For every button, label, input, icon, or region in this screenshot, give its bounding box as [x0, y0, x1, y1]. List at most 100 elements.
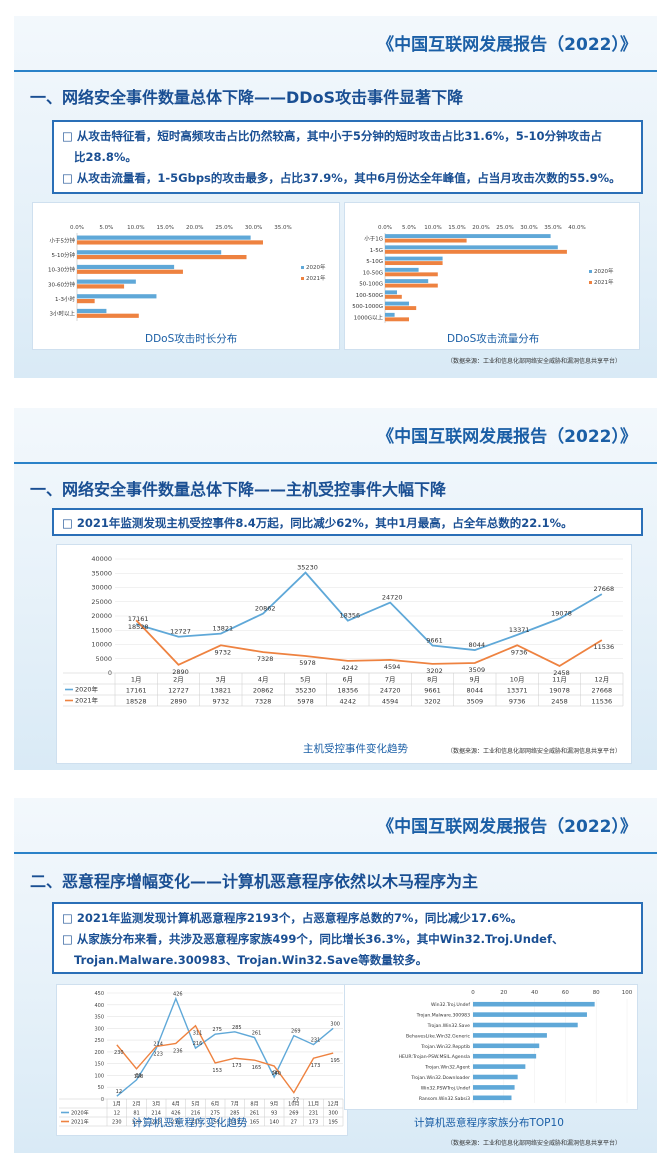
- legend-swatch: [301, 266, 304, 269]
- x-tick-label: 1月: [131, 676, 142, 684]
- data-label: 230: [114, 1050, 124, 1056]
- y-tick-label: 40000: [91, 555, 112, 563]
- table-cell: 231: [309, 1111, 319, 1117]
- table-cell: 12727: [168, 687, 189, 695]
- y-tick-label: Trojan.Win32.Save: [427, 1023, 471, 1029]
- data-label: 5978: [299, 659, 316, 667]
- note-line: □ 2021年监测发现主机受控事件8.4万起，同比减少62%，其中1月最高，占全…: [62, 516, 573, 530]
- bar: [473, 1001, 595, 1007]
- series-line-2021年: [135, 619, 603, 668]
- x-tick-label: 10.0%: [424, 225, 441, 231]
- x-tick-label: 9月: [470, 676, 481, 684]
- table-cell: 300: [328, 1111, 338, 1117]
- data-label: 7328: [257, 655, 274, 663]
- data-label: 311: [193, 1031, 203, 1037]
- y-tick-label: 150: [94, 1062, 104, 1068]
- y-tick-label: 10-30分钟: [48, 266, 75, 274]
- x-tick-label: 3月: [152, 1102, 160, 1108]
- data-label: 214: [153, 1042, 163, 1048]
- y-tick-label: 450: [94, 991, 104, 997]
- table-cell: 18528: [126, 698, 147, 706]
- y-tick-label: 3小时以上: [50, 310, 76, 318]
- chart-malware-family: 0 20 40 60 80 100 Win32.Troj.Undef Trojan.Malwa…: [399, 990, 633, 1103]
- data-label: 3202: [426, 667, 443, 675]
- data-label: 216: [193, 1041, 203, 1047]
- bar-2020年: [385, 279, 429, 284]
- x-tick-label: 8月: [250, 1102, 258, 1108]
- y-tick-label: Ransom.Win32.Sabsi3: [419, 1096, 470, 1102]
- table-cell: 3202: [424, 698, 441, 706]
- data-label: 236: [173, 1048, 183, 1054]
- slide-ddos: 《中国互联网发展报告（2022）》 一、网络安全事件数量总体下降——DDoS攻击…: [14, 16, 657, 378]
- table-cell: 2458: [551, 698, 568, 706]
- note-box: □ 2021年监测发现主机受控事件8.4万起，同比减少62%，其中1月最高，占全…: [52, 508, 643, 536]
- data-label: 13371: [509, 626, 530, 634]
- note-line: □ 2021年监测发现计算机恶意程序2193个，占恶意程序总数的7%，同比减少1…: [62, 911, 523, 925]
- x-tick-label: 1月: [113, 1102, 121, 1108]
- legend-label: 2021年: [75, 696, 99, 705]
- data-label: 18528: [128, 623, 149, 631]
- table-cell: 223: [151, 1120, 161, 1126]
- legend-label: 2021年: [594, 278, 614, 286]
- chart-panel-malware-family: 0 20 40 60 80 100 Win32.Troj.Undef Trojan.Malwa…: [344, 984, 638, 1110]
- x-tick-label: 5月: [300, 676, 311, 684]
- table-cell: 195: [328, 1120, 338, 1126]
- legend-label: 2020年: [306, 263, 326, 271]
- x-tick-label: 4月: [172, 1102, 180, 1108]
- table-cell: 19078: [549, 687, 570, 695]
- data-label: 285: [232, 1025, 242, 1031]
- note-box: □ 2021年监测发现计算机恶意程序2193个，占恶意程序总数的7%，同比减少1…: [52, 902, 643, 974]
- x-tick-label: 5.0%: [402, 225, 416, 231]
- table-cell: 2890: [170, 698, 187, 706]
- x-tick-label: 60: [562, 990, 569, 996]
- table-cell: 12: [114, 1111, 120, 1117]
- report-title: 《中国互联网发展报告（2022）》: [377, 427, 637, 447]
- table-cell: 7328: [255, 698, 272, 706]
- legend-label: 2020年: [594, 267, 614, 275]
- bar: [473, 1085, 515, 1090]
- data-label: 24720: [382, 594, 403, 602]
- report-title: 《中国互联网发展报告（2022）》: [377, 817, 637, 837]
- y-tick-label: Trojan.Win32.Downloader: [410, 1075, 470, 1081]
- x-tick-label: 10月: [510, 676, 525, 684]
- y-tick-label: 30-60分钟: [48, 280, 75, 288]
- data-label: 173: [311, 1063, 321, 1069]
- y-tick-label: 1-5G: [370, 248, 383, 254]
- chart-panel-malware-trend: 0 50 100 150 200 250 300 350 400 450 1月 2月 3月 4月 5月 6月 7…: [56, 984, 348, 1136]
- x-tick-label: 10月: [288, 1102, 299, 1108]
- bar-2021年: [385, 238, 467, 243]
- data-label: 275: [212, 1027, 222, 1033]
- data-label: 4242: [342, 664, 359, 672]
- y-tick-label: 50-100G: [359, 282, 383, 288]
- data-label: 300: [330, 1021, 340, 1027]
- slide-malware: 《中国互联网发展报告（2022）》 二、恶意程序增幅变化——计算机恶意程序依然以…: [14, 798, 657, 1153]
- bar-2020年: [77, 308, 107, 314]
- table-cell: 3509: [467, 698, 484, 706]
- section-title: 一、网络安全事件数量总体下降——主机受控事件大幅下降: [30, 480, 447, 499]
- legend-label: 2021年: [306, 274, 326, 282]
- data-label: 12: [116, 1089, 122, 1095]
- title-rule: [14, 70, 657, 72]
- section-title: 二、恶意程序增幅变化——计算机恶意程序依然以木马程序为主: [30, 872, 479, 891]
- x-tick-label: 0.0%: [70, 225, 84, 231]
- data-label: 81: [135, 1073, 141, 1079]
- y-tick-label: 100: [94, 1073, 104, 1079]
- data-label: 2458: [553, 669, 570, 677]
- table-cell: 214: [151, 1111, 161, 1117]
- legend-swatch: [301, 277, 304, 280]
- x-tick-label: 11月: [308, 1102, 319, 1108]
- data-label: 223: [153, 1051, 163, 1057]
- table-cell: 18356: [337, 687, 358, 695]
- bar-2021年: [77, 299, 95, 304]
- data-label: 140: [271, 1071, 281, 1077]
- y-tick-label: Trojan.Win32.Agent: [424, 1065, 470, 1071]
- report-title: 《中国互联网发展报告（2022）》: [377, 35, 637, 55]
- bar-2020年: [385, 312, 395, 317]
- x-tick-label: 5月: [191, 1102, 199, 1108]
- y-tick-label: 5-10分钟: [52, 251, 76, 259]
- x-tick-label: 5.0%: [99, 225, 113, 231]
- note-line: □ 从攻击特征看，短时高频攻击占比仍然较高，其中小于5分钟的短时攻击占比31.6…: [62, 129, 603, 143]
- y-tick-label: 5-10G: [366, 259, 383, 265]
- data-label: 261: [252, 1031, 262, 1037]
- x-tick-label: 0: [471, 990, 475, 996]
